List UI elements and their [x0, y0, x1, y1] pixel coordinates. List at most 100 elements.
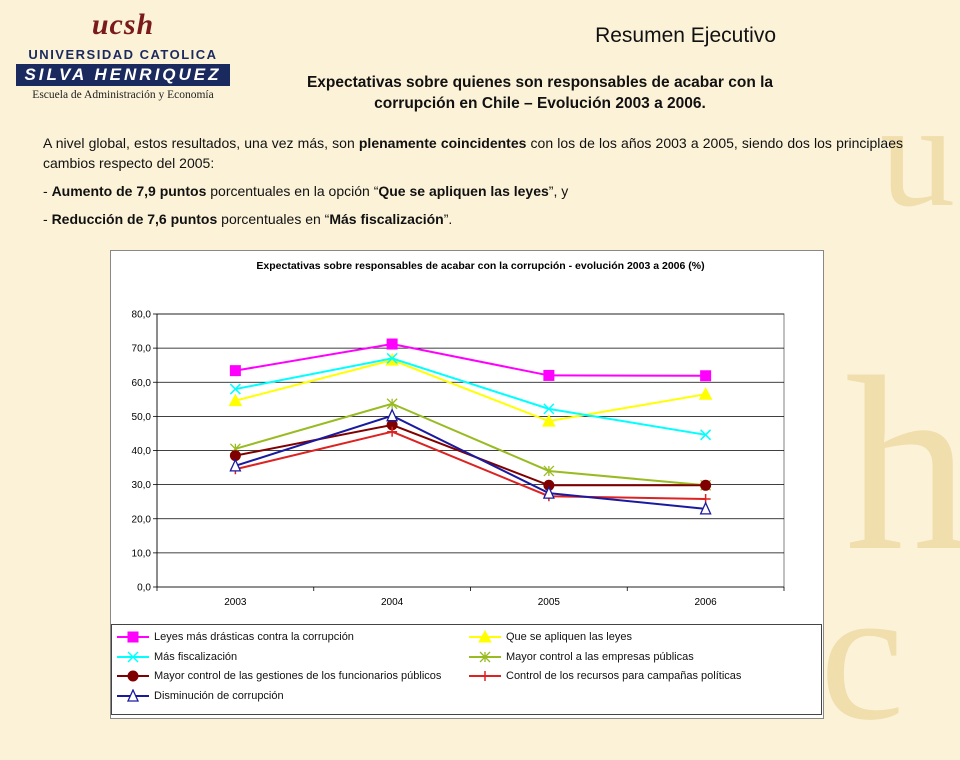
watermark-c: c	[820, 550, 905, 760]
watermark-u: u	[880, 72, 955, 238]
legend-label: Disminución de corrupción	[154, 689, 284, 702]
data-point	[229, 365, 241, 377]
y-tick-label: 70,0	[132, 344, 152, 355]
legend-label: Mayor control a las empresas públicas	[506, 650, 694, 663]
slide-header: ucsh UNIVERSIDAD CATOLICA SILVA HENRIQUE…	[0, 0, 960, 130]
text-run: -	[43, 211, 52, 227]
series-line	[235, 359, 706, 423]
legend-item: Más fiscalización	[116, 648, 237, 666]
legend-marker	[479, 651, 491, 662]
legend-swatch	[469, 671, 501, 681]
legend-swatch	[117, 631, 149, 643]
x-tick-label: 2006	[695, 597, 718, 608]
y-tick-label: 40,0	[132, 446, 152, 457]
legend-label: Control de los recursos para campañas po…	[506, 670, 742, 682]
series-6	[229, 408, 712, 515]
logo-university: UNIVERSIDAD CATOLICA	[28, 47, 218, 62]
chart-legend: Leyes más drásticas contra la corrupción…	[111, 624, 822, 715]
legend-marker	[127, 650, 139, 663]
y-tick-label: 10,0	[132, 548, 152, 559]
bullet-increase: - Aumento de 7,9 puntos porcentuales en …	[43, 181, 903, 201]
legend-item: Disminución de corrupción	[116, 687, 284, 705]
legend-swatch	[469, 630, 501, 643]
text-run: con los de los años 2003 a 2005, siendo …	[43, 135, 903, 171]
legend-item: Mayor control de las gestiones de los fu…	[116, 667, 441, 685]
series-line	[235, 357, 706, 436]
text-run-bold: Más fiscalización	[329, 211, 444, 227]
legend-swatch	[117, 688, 149, 702]
data-point	[386, 408, 399, 422]
data-point	[543, 403, 555, 415]
series-line	[235, 430, 706, 500]
subtitle-line-1: Expectativas sobre quienes son responsab…	[306, 74, 774, 91]
legend-item: Control de los recursos para campañas po…	[468, 667, 741, 685]
text-run-bold: Aumento de 7,9 puntos	[51, 183, 207, 199]
data-point	[542, 414, 556, 427]
y-tick-label: 80,0	[132, 310, 152, 321]
legend-item: Mayor control a las empresas públicas	[468, 648, 694, 666]
series-line	[235, 343, 706, 377]
legend-marker	[480, 671, 490, 681]
data-point	[700, 370, 712, 382]
x-tick-label: 2004	[381, 597, 404, 608]
logo-school: Escuela de Administración y Economía	[32, 89, 214, 101]
data-point	[387, 426, 398, 437]
x-tick-label: 2005	[538, 597, 561, 608]
ucsh-logo: ucsh UNIVERSIDAD CATOLICA SILVA HENRIQUE…	[8, 8, 238, 104]
logo-silva-henriquez: SILVA HENRIQUEZ	[16, 64, 230, 86]
y-tick-label: 60,0	[132, 378, 152, 389]
series-line	[235, 414, 706, 510]
data-point	[700, 429, 712, 441]
slide-subtitle: Expectativas sobre quienes son responsab…	[245, 72, 835, 114]
y-tick-label: 50,0	[132, 412, 152, 423]
y-tick-label: 20,0	[132, 514, 152, 525]
summary-text: A nivel global, estos resultados, una ve…	[43, 133, 903, 237]
text-run-bold: Que se apliquen las leyes	[378, 183, 549, 199]
series-2	[229, 352, 712, 441]
legend-swatch	[117, 650, 149, 663]
legend-label: Mayor control de las gestiones de los fu…	[154, 670, 442, 682]
legend-label: Que se apliquen las leyes	[506, 631, 632, 643]
data-point	[543, 369, 555, 381]
data-point	[229, 458, 242, 472]
text-run: A nivel global, estos resultados, una ve…	[43, 135, 359, 151]
text-run: porcentuales en “	[217, 211, 330, 227]
legend-item: Que se apliquen las leyes	[468, 628, 632, 646]
legend-swatch	[469, 651, 501, 662]
bullet-reduction: - Reducción de 7,6 puntos porcentuales e…	[43, 209, 903, 229]
legend-marker	[127, 631, 139, 643]
data-point	[386, 398, 398, 410]
data-point	[700, 479, 712, 491]
text-run: -	[43, 183, 52, 199]
legend-label: Leyes más drásticas contra la corrupción	[154, 631, 354, 643]
data-point	[386, 352, 398, 364]
y-tick-label: 30,0	[132, 480, 152, 491]
data-point	[542, 485, 555, 499]
text-run-bold: Reducción de 7,6 puntos	[51, 211, 218, 227]
data-point	[386, 338, 398, 350]
legend-swatch	[117, 670, 149, 682]
data-point	[229, 383, 241, 395]
text-run-bold: plenamente coincidentes	[358, 135, 527, 151]
data-point	[698, 387, 713, 400]
data-point	[228, 393, 243, 407]
text-run: ”, y	[548, 183, 569, 199]
slide-title: Resumen Ejecutivo	[595, 24, 776, 47]
chart-svg: Expectativas sobre responsables de acaba…	[132, 260, 785, 608]
legend-item: Leyes más drásticas contra la corrupción	[116, 628, 354, 646]
data-point	[699, 501, 712, 515]
x-tick-label: 2003	[224, 597, 247, 608]
series-line	[235, 402, 706, 487]
chart-title: Expectativas sobre responsables de acaba…	[256, 260, 704, 272]
text-run: ”.	[443, 211, 453, 227]
logo-brand: ucsh	[91, 8, 155, 41]
y-tick-label: 0,0	[137, 583, 151, 594]
legend-marker	[127, 670, 139, 682]
legend-marker	[478, 630, 492, 643]
data-point	[543, 465, 555, 477]
line-chart: Expectativas sobre responsables de acaba…	[110, 250, 824, 719]
watermark-h: h	[845, 326, 960, 603]
legend-label: Más fiscalización	[154, 650, 238, 663]
summary-paragraph: A nivel global, estos resultados, una ve…	[43, 133, 903, 173]
series-0	[229, 338, 712, 382]
